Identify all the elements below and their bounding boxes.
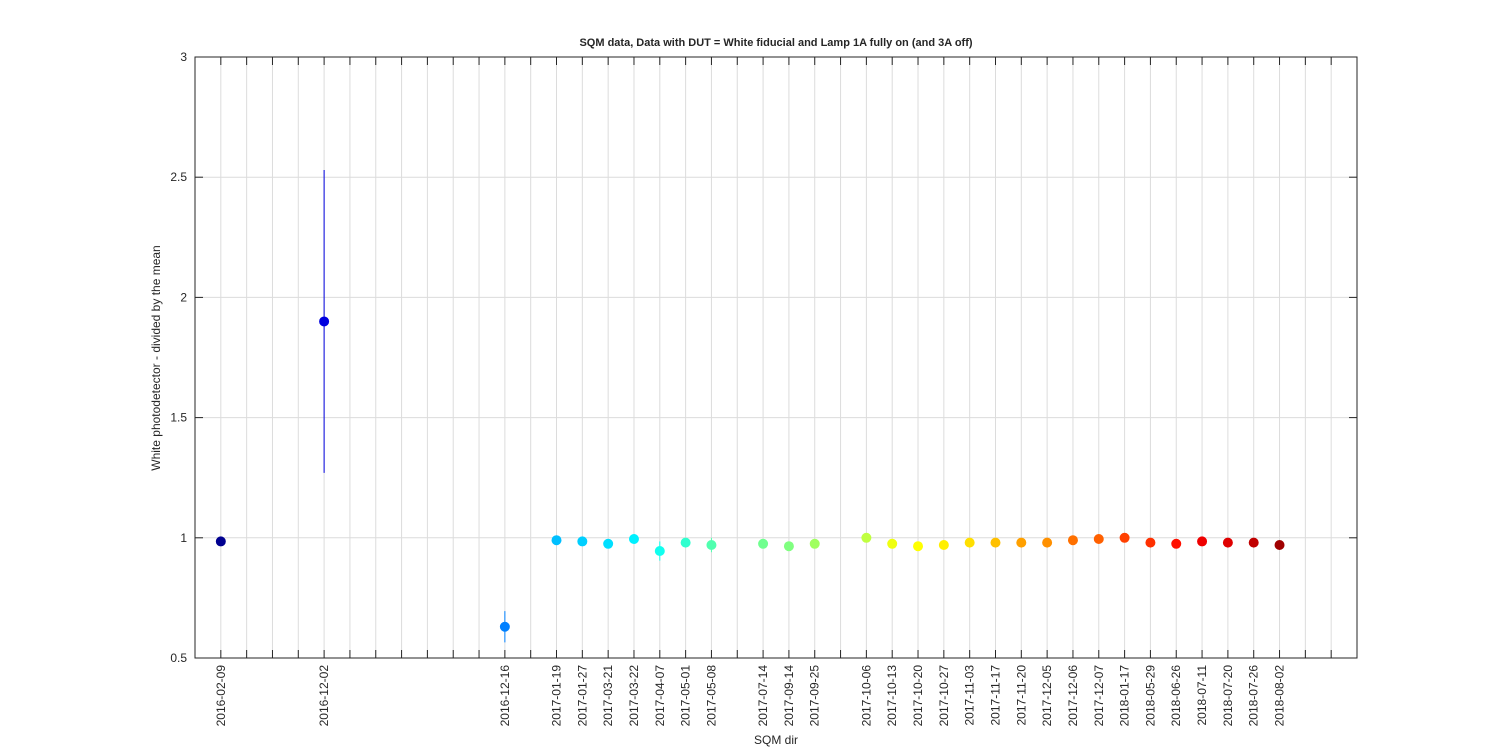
data-point xyxy=(964,537,975,548)
x-axis-label: SQM dir xyxy=(754,733,798,747)
x-tick-label: 2017-09-14 xyxy=(782,665,796,727)
x-tick-label: 2018-01-17 xyxy=(1118,665,1132,727)
data-point xyxy=(990,537,1001,548)
x-tick-label: 2017-03-22 xyxy=(627,665,641,727)
x-tick-label: 2017-11-20 xyxy=(1014,665,1028,726)
y-tick-label: 2.5 xyxy=(170,170,187,184)
y-tick-label: 1.5 xyxy=(170,411,187,425)
data-point xyxy=(1171,538,1182,549)
data-point xyxy=(499,621,510,632)
chart-title: SQM data, Data with DUT = White fiducial… xyxy=(579,37,972,49)
x-tick-label: 2017-01-27 xyxy=(575,665,589,727)
x-tick-label: 2017-12-06 xyxy=(1066,665,1080,727)
data-point xyxy=(913,541,924,552)
data-point xyxy=(1093,534,1104,545)
x-tick-label: 2018-08-02 xyxy=(1273,665,1287,727)
data-point xyxy=(783,541,794,552)
data-point xyxy=(758,538,769,549)
y-tick-label: 2 xyxy=(180,290,187,304)
x-tick-label: 2017-10-13 xyxy=(885,665,899,727)
x-tick-label: 2017-11-03 xyxy=(963,665,977,726)
data-point xyxy=(680,537,691,548)
x-tick-label: 2017-04-07 xyxy=(653,665,667,727)
data-point xyxy=(1119,532,1130,543)
y-tick-label: 3 xyxy=(180,50,187,64)
x-tick-label: 2017-11-17 xyxy=(988,665,1002,726)
data-point xyxy=(551,535,562,546)
data-point xyxy=(938,540,949,551)
x-tick-label: 2018-07-11 xyxy=(1195,665,1209,726)
data-point xyxy=(603,538,614,549)
data-point xyxy=(706,540,717,551)
x-tick-label: 2017-10-20 xyxy=(911,665,925,727)
x-tick-label: 2017-09-25 xyxy=(808,665,822,727)
data-point xyxy=(1222,537,1233,548)
y-tick-label: 0.5 xyxy=(170,651,187,665)
x-tick-label: 2017-07-14 xyxy=(756,665,770,727)
x-tick-label: 2017-10-06 xyxy=(859,665,873,727)
data-point xyxy=(654,546,665,557)
data-point xyxy=(215,536,226,547)
x-tick-label: 2016-12-02 xyxy=(317,665,331,727)
x-tick-label: 2017-12-07 xyxy=(1092,665,1106,727)
y-tick-label: 1 xyxy=(180,531,187,545)
x-tick-label: 2018-07-20 xyxy=(1221,665,1235,727)
data-point xyxy=(1197,536,1208,547)
data-point xyxy=(577,536,588,547)
data-point xyxy=(1042,537,1053,548)
x-tick-label: 2018-05-29 xyxy=(1143,665,1157,727)
data-point xyxy=(887,538,898,549)
x-tick-label: 2016-12-16 xyxy=(498,665,512,727)
x-tick-label: 2017-05-08 xyxy=(704,665,718,727)
data-point xyxy=(1248,537,1259,548)
x-tick-label: 2017-10-27 xyxy=(937,665,951,727)
x-tick-label: 2016-02-09 xyxy=(214,665,228,727)
data-point xyxy=(1016,537,1027,548)
plot-area xyxy=(195,57,1357,658)
x-tick-label: 2017-01-19 xyxy=(550,665,564,727)
y-axis-label: White photodetector - divided by the mea… xyxy=(149,245,163,470)
data-point xyxy=(319,316,330,327)
axes-box xyxy=(194,56,1358,659)
data-point xyxy=(1274,540,1285,551)
data-point xyxy=(1145,537,1156,548)
x-tick-label: 2017-12-05 xyxy=(1040,665,1054,727)
data-point xyxy=(809,538,820,549)
x-tick-label: 2018-07-26 xyxy=(1247,665,1261,727)
data-point xyxy=(628,534,639,545)
x-tick-label: 2017-05-01 xyxy=(679,665,693,727)
data-point xyxy=(861,532,872,543)
x-tick-label: 2017-03-21 xyxy=(601,665,615,727)
x-tick-label: 2018-06-26 xyxy=(1169,665,1183,727)
data-point xyxy=(1067,535,1078,546)
